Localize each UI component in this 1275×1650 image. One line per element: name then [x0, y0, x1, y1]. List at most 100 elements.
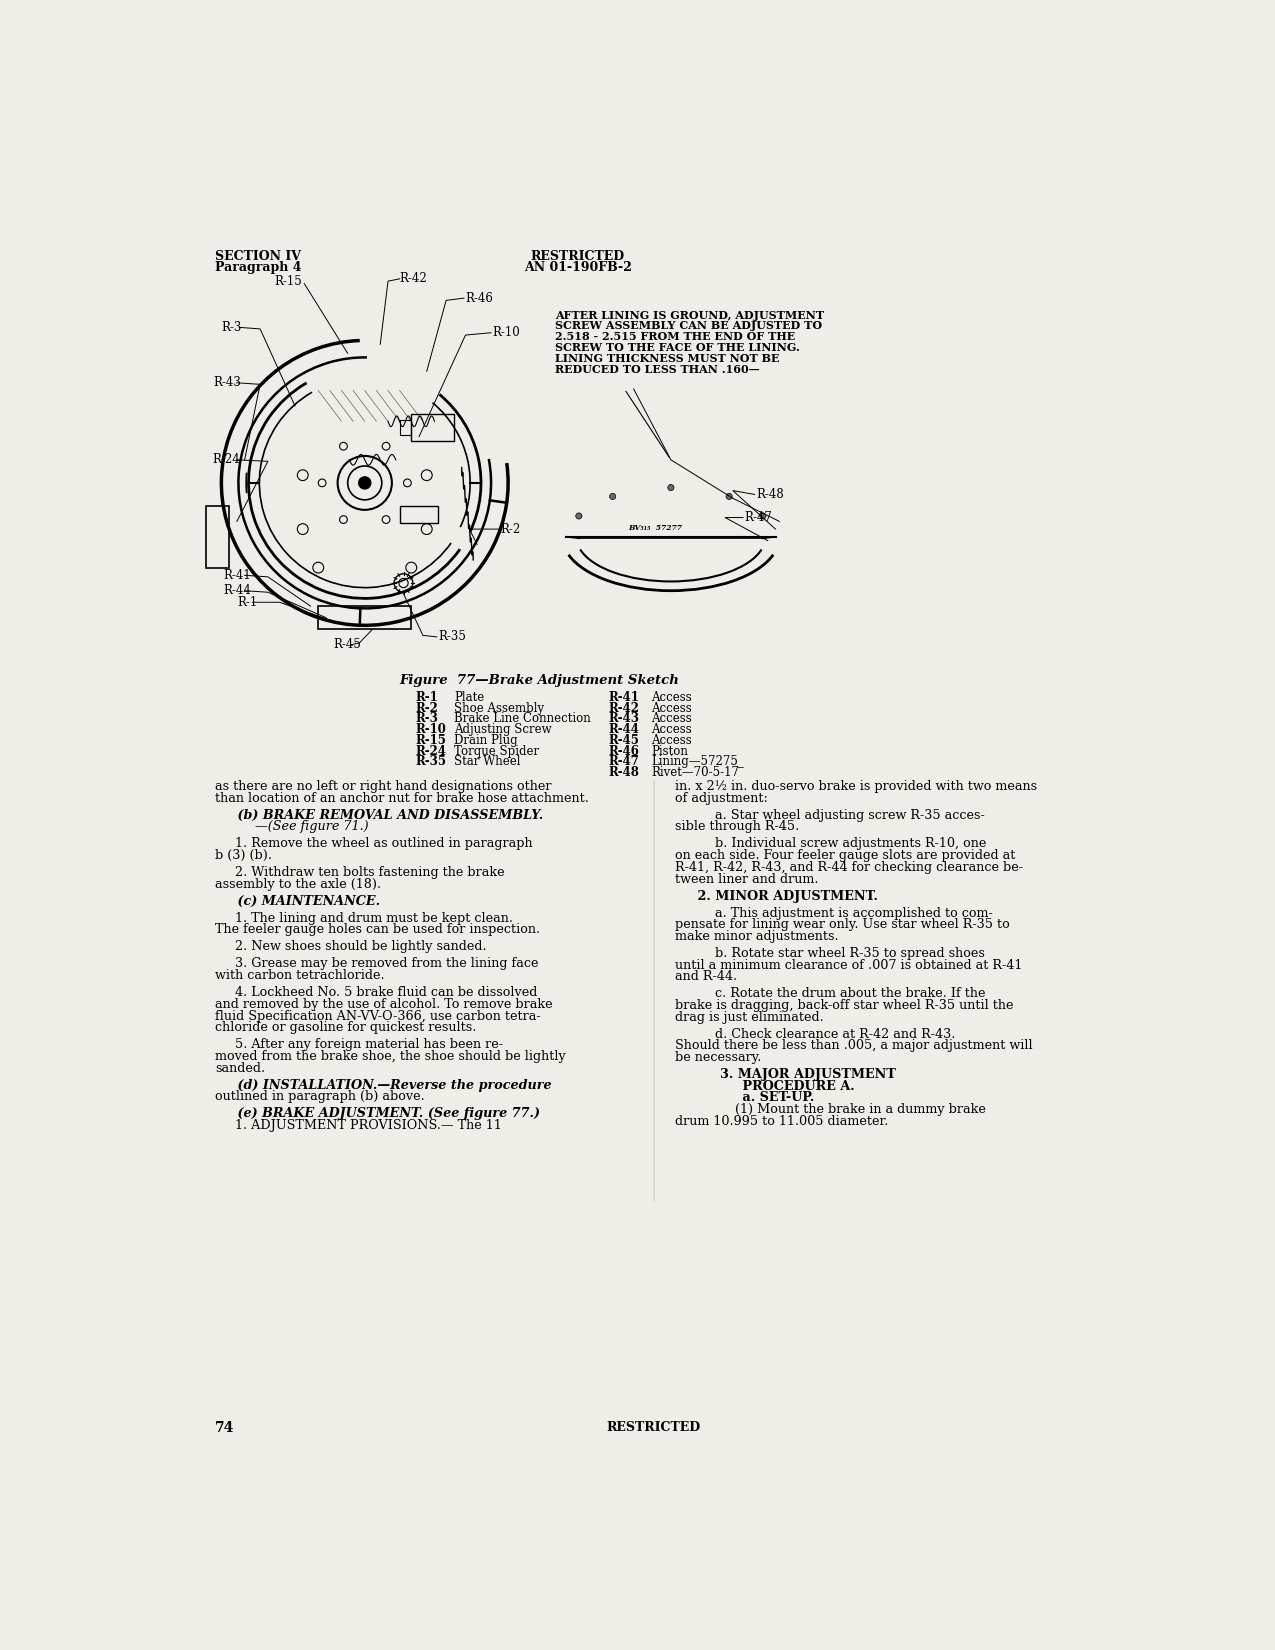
Text: as there are no left or right hand designations other: as there are no left or right hand desig… [215, 780, 552, 794]
Bar [319, 606, 412, 629]
Text: REDUCED TO LESS THAN .160—: REDUCED TO LESS THAN .160— [555, 363, 760, 375]
Circle shape [668, 485, 674, 490]
Text: R-15: R-15 [416, 734, 446, 747]
Text: R-10: R-10 [416, 723, 446, 736]
Text: R-44: R-44 [609, 723, 640, 736]
Text: R-41: R-41 [609, 691, 640, 705]
Text: R-15: R-15 [274, 274, 302, 287]
Text: SCREW ASSEMBLY CAN BE ADJUSTED TO: SCREW ASSEMBLY CAN BE ADJUSTED TO [555, 320, 822, 332]
Text: R-47: R-47 [609, 756, 640, 769]
Text: 1. ADJUSTMENT PROVISIONS.— The 11: 1. ADJUSTMENT PROVISIONS.— The 11 [215, 1119, 502, 1132]
Text: c. Rotate the drum about the brake. If the: c. Rotate the drum about the brake. If t… [674, 987, 986, 1000]
Text: R-24: R-24 [212, 454, 240, 467]
Text: 5. After any foreign material has been re-: 5. After any foreign material has been r… [215, 1038, 504, 1051]
Text: in. x 2½ in. duo-servo brake is provided with two means: in. x 2½ in. duo-servo brake is provided… [674, 780, 1037, 794]
Text: R-45: R-45 [609, 734, 640, 747]
Text: R-46: R-46 [609, 744, 640, 757]
Text: Figure  77—Brake Adjustment Sketch: Figure 77—Brake Adjustment Sketch [399, 673, 680, 686]
Text: Access: Access [652, 734, 692, 747]
Text: Drain Plug: Drain Plug [454, 734, 518, 747]
Text: AFTER LINING IS GROUND, ADJUSTMENT: AFTER LINING IS GROUND, ADJUSTMENT [555, 310, 824, 320]
Text: Paragraph 4: Paragraph 4 [215, 261, 302, 274]
Text: 2. New shoes should be lightly sanded.: 2. New shoes should be lightly sanded. [215, 940, 487, 954]
Text: tween liner and drum.: tween liner and drum. [674, 873, 819, 886]
Text: Lining—57275_: Lining—57275_ [652, 756, 745, 769]
Circle shape [609, 493, 616, 500]
Text: R-43: R-43 [609, 713, 640, 726]
Text: outlined in paragraph (b) above.: outlined in paragraph (b) above. [215, 1091, 425, 1104]
Text: on each side. Four feeler gauge slots are provided at: on each side. Four feeler gauge slots ar… [674, 850, 1015, 863]
Text: (c) MAINTENANCE.: (c) MAINTENANCE. [215, 894, 380, 908]
Text: d. Check clearance at R-42 and R-43.: d. Check clearance at R-42 and R-43. [674, 1028, 955, 1041]
Text: 1. The lining and drum must be kept clean.: 1. The lining and drum must be kept clea… [215, 912, 513, 924]
Bar [399, 507, 439, 523]
Text: and removed by the use of alcohol. To remove brake: and removed by the use of alcohol. To re… [215, 998, 553, 1011]
Text: a. This adjustment is accomplished to com-: a. This adjustment is accomplished to co… [674, 906, 992, 919]
Text: (1) Mount the brake in a dummy brake: (1) Mount the brake in a dummy brake [674, 1104, 986, 1115]
Text: Piston: Piston [652, 744, 688, 757]
Text: R-3: R-3 [222, 320, 242, 333]
Circle shape [358, 477, 371, 488]
Text: b (3) (b).: b (3) (b). [215, 850, 272, 863]
Text: BV₅₁₅  57277: BV₅₁₅ 57277 [629, 523, 682, 531]
Text: R-41, R-42, R-43, and R-44 for checking clearance be-: R-41, R-42, R-43, and R-44 for checking … [674, 861, 1023, 875]
Text: SCREW TO THE FACE OF THE LINING.: SCREW TO THE FACE OF THE LINING. [555, 342, 799, 353]
Text: LINING THICKNESS MUST NOT BE: LINING THICKNESS MUST NOT BE [555, 353, 779, 363]
Text: The feeler gauge holes can be used for inspection.: The feeler gauge holes can be used for i… [215, 924, 541, 937]
Text: SECTION IV: SECTION IV [215, 251, 301, 264]
Text: Brake Line Connection: Brake Line Connection [454, 713, 590, 726]
Text: Plate: Plate [454, 691, 484, 705]
Text: R-48: R-48 [609, 766, 640, 779]
Text: pensate for lining wear only. Use star wheel R-35 to: pensate for lining wear only. Use star w… [674, 919, 1010, 931]
Text: R-10: R-10 [492, 327, 520, 340]
Text: (d) INSTALLATION.—Reverse the procedure: (d) INSTALLATION.—Reverse the procedure [215, 1079, 552, 1092]
Text: drum 10.995 to 11.005 diameter.: drum 10.995 to 11.005 diameter. [674, 1115, 889, 1129]
Text: be necessary.: be necessary. [674, 1051, 761, 1064]
Bar [412, 414, 454, 441]
Text: R-2: R-2 [500, 523, 520, 536]
Text: with carbon tetrachloride.: with carbon tetrachloride. [215, 969, 385, 982]
Text: RESTRICTED: RESTRICTED [606, 1421, 700, 1434]
Circle shape [576, 513, 581, 520]
Text: 2. Withdraw ten bolts fastening the brake: 2. Withdraw ten bolts fastening the brak… [215, 866, 505, 879]
Text: drag is just eliminated.: drag is just eliminated. [674, 1011, 824, 1023]
Text: R-42: R-42 [399, 272, 427, 285]
Circle shape [725, 493, 732, 500]
Text: R-35: R-35 [416, 756, 446, 769]
Text: b. Individual screw adjustments R-10, one: b. Individual screw adjustments R-10, on… [674, 838, 986, 850]
Text: R-35: R-35 [439, 630, 467, 644]
Text: sanded.: sanded. [215, 1061, 265, 1074]
Text: R-42: R-42 [609, 701, 640, 714]
Text: until a minimum clearance of .007 is obtained at R-41: until a minimum clearance of .007 is obt… [674, 959, 1023, 972]
Bar [399, 419, 412, 436]
Text: R-46: R-46 [465, 292, 493, 305]
Text: (e) BRAKE ADJUSTMENT. (See figure 77.): (e) BRAKE ADJUSTMENT. (See figure 77.) [215, 1107, 541, 1120]
Text: R-41: R-41 [223, 569, 251, 582]
Text: 2. MINOR ADJUSTMENT.: 2. MINOR ADJUSTMENT. [674, 889, 877, 903]
Text: a. Star wheel adjusting screw R-35 acces-: a. Star wheel adjusting screw R-35 acces… [674, 808, 984, 822]
Text: R-44: R-44 [223, 584, 251, 597]
Text: Star Wheel: Star Wheel [454, 756, 520, 769]
Text: 3. MAJOR ADJUSTMENT: 3. MAJOR ADJUSTMENT [674, 1068, 895, 1081]
Text: R-24: R-24 [416, 744, 446, 757]
Text: R-48: R-48 [756, 488, 784, 502]
Text: Shoe Assembly: Shoe Assembly [454, 701, 544, 714]
Text: R-1: R-1 [237, 596, 258, 609]
Text: R-43: R-43 [214, 376, 241, 389]
Text: and R-44.: and R-44. [674, 970, 737, 983]
Text: R-3: R-3 [416, 713, 439, 726]
Text: AN 01-190FB-2: AN 01-190FB-2 [524, 261, 632, 274]
Text: Access: Access [652, 713, 692, 726]
Text: brake is dragging, back-off star wheel R-35 until the: brake is dragging, back-off star wheel R… [674, 998, 1014, 1011]
Text: PROCEDURE A.: PROCEDURE A. [674, 1079, 854, 1092]
Text: —(See figure 71.): —(See figure 71.) [215, 820, 368, 833]
Text: sible through R-45.: sible through R-45. [674, 820, 799, 833]
Text: moved from the brake shoe, the shoe should be lightly: moved from the brake shoe, the shoe shou… [215, 1049, 566, 1063]
Text: (b) BRAKE REMOVAL AND DISASSEMBLY.: (b) BRAKE REMOVAL AND DISASSEMBLY. [215, 808, 543, 822]
Text: a. SET-UP.: a. SET-UP. [674, 1091, 813, 1104]
Text: Adjusting Screw: Adjusting Screw [454, 723, 552, 736]
Text: Rivet—70-5-17: Rivet—70-5-17 [652, 766, 739, 779]
Text: RESTRICTED: RESTRICTED [530, 251, 625, 264]
Text: Access: Access [652, 691, 692, 705]
Text: R-1: R-1 [416, 691, 437, 705]
